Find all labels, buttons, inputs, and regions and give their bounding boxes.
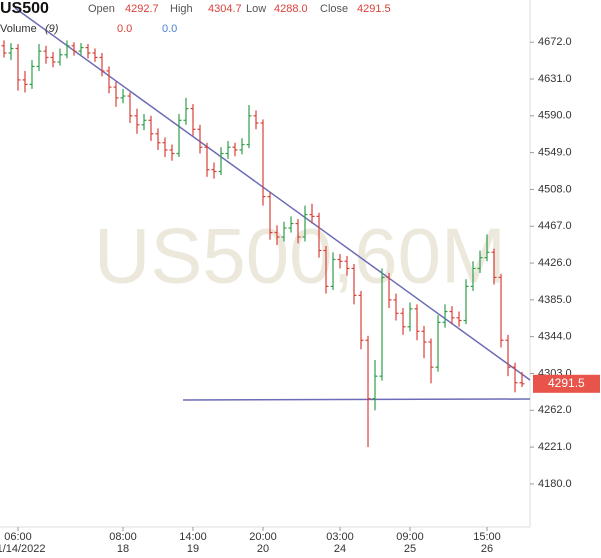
y-tick-label: 4549.0 (538, 147, 572, 159)
support-line (182, 398, 531, 401)
y-tick-label: 4426.0 (538, 257, 572, 269)
y-tick-label: 4385.0 (538, 294, 572, 306)
y-tick-label: 4180.0 (538, 478, 572, 490)
x-tick-label: 09:00 (396, 531, 424, 543)
watermark: US500,60M (94, 212, 506, 300)
x-tick-label: 14:00 (179, 531, 207, 543)
volume-period: (9) (45, 23, 59, 35)
x-tick-sublabel: 01/14/2022 (0, 543, 46, 555)
legend-name: High (170, 3, 193, 15)
x-tick-label: 15:00 (473, 531, 501, 543)
x-tick-sublabel: 25 (404, 543, 416, 555)
volume-value: 0.0 (162, 23, 177, 35)
y-tick-label: 4344.0 (538, 331, 572, 343)
y-tick-label: 4221.0 (538, 441, 572, 453)
volume-name: Volume (0, 23, 37, 35)
legend-value: 4288.0 (274, 3, 308, 15)
legend-value: 4304.7 (208, 3, 242, 15)
y-tick-label: 4262.0 (538, 404, 572, 416)
y-tick-label: 4508.0 (538, 183, 572, 195)
y-tick-label: 4672.0 (538, 36, 572, 48)
x-tick-sublabel: 20 (257, 543, 269, 555)
x-tick-sublabel: 18 (117, 543, 129, 555)
last-price-tag (533, 374, 600, 393)
x-tick-sublabel: 19 (187, 543, 199, 555)
volume-value: 0.0 (117, 23, 132, 35)
x-tick-label: 06:00 (4, 531, 32, 543)
legend-name: Low (246, 3, 266, 15)
x-tick-label: 08:00 (109, 531, 137, 543)
x-tick-label: 20:00 (249, 531, 277, 543)
y-tick-label: 4631.0 (538, 73, 572, 85)
x-tick-label: 03:00 (326, 531, 354, 543)
legend-name: Close (320, 3, 348, 15)
legend-value: 4291.5 (357, 3, 391, 15)
trend-line (14, 7, 531, 381)
symbol: US500 (0, 0, 49, 17)
x-tick-sublabel: 24 (334, 543, 346, 555)
y-tick-label: 4467.0 (538, 220, 572, 232)
legend-name: Open (88, 3, 115, 15)
last-price-label: 4291.5 (548, 376, 585, 390)
x-tick-sublabel: 26 (481, 543, 493, 555)
legend-value: 4292.7 (125, 3, 159, 15)
y-tick-label: 4590.0 (538, 110, 572, 122)
